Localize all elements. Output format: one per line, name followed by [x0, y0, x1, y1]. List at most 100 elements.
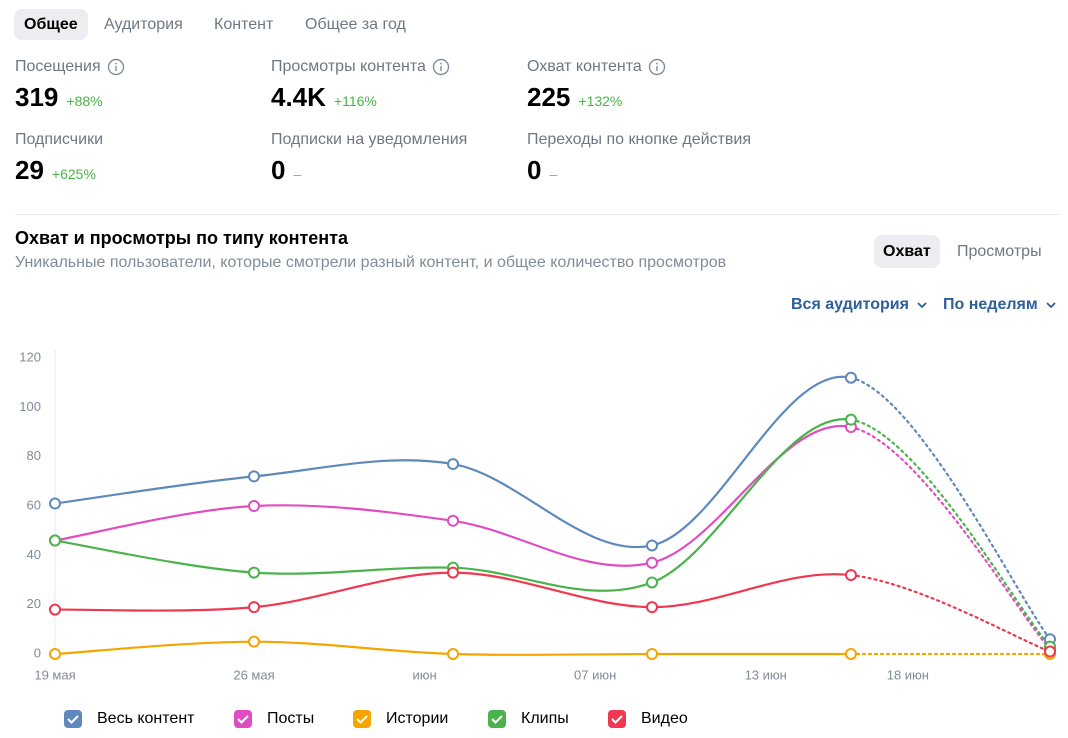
data-point	[1044, 645, 1056, 658]
x-tick-label: 19 мая	[34, 667, 75, 682]
tab[interactable]: Общее	[14, 9, 88, 40]
data-point	[248, 635, 260, 648]
x-tick-label: июн	[412, 667, 436, 682]
stat-label: Подписки на уведомления	[271, 131, 467, 149]
stat-change: –	[293, 166, 302, 182]
data-point	[248, 500, 260, 512]
toggle-option[interactable]: Просмотры	[957, 243, 1042, 260]
y-tick-label: 0	[34, 645, 41, 660]
legend-label: Видео	[641, 710, 688, 727]
divider	[15, 214, 1059, 215]
stat-number: 225	[527, 82, 571, 112]
series-line-dotted	[849, 418, 1052, 648]
section-subtitle: Уникальные пользователи, которые смотрел…	[15, 254, 727, 271]
stat: Переходы по кнопке действия 0–	[527, 131, 751, 186]
stat-value: 0–	[271, 155, 467, 186]
x-tick-label: 18 июн	[887, 667, 929, 682]
stat-label: Подписчики	[15, 131, 103, 149]
legend-checkbox[interactable]	[233, 709, 253, 729]
toggle-option[interactable]: Охват	[874, 235, 940, 268]
stat-label: Переходы по кнопке действия	[527, 131, 751, 149]
series-line	[54, 375, 852, 549]
stat-label-text: Подписчики	[15, 131, 104, 148]
data-point	[49, 497, 61, 510]
data-point	[646, 539, 658, 552]
stat-label: Посещения	[15, 58, 125, 76]
legend-item[interactable]: Клипы	[487, 709, 569, 729]
stat: Охват контента 225 +132%	[527, 58, 666, 113]
series-line-dotted	[849, 376, 1052, 641]
data-point	[845, 648, 857, 660]
stat: Посещения 319 +88%	[15, 58, 125, 113]
legend-checkbox[interactable]	[487, 709, 507, 729]
legend-item[interactable]: Видео	[607, 709, 688, 729]
info-icon[interactable]	[648, 58, 666, 76]
stat-number: 4.4K	[271, 82, 326, 112]
stat-value: 319 +88%	[15, 82, 125, 113]
stat-label-text: Посещения	[15, 58, 101, 75]
stat-change: –	[549, 166, 558, 182]
data-point	[646, 601, 658, 614]
data-point	[447, 458, 459, 471]
stat-change: +625%	[51, 166, 96, 182]
stat-label: Охват контента	[527, 58, 666, 76]
tab[interactable]: Общее за год	[305, 16, 406, 33]
legend-label: Весь контент	[97, 710, 195, 727]
stat: Подписчики 29 +625%	[15, 131, 103, 186]
stat-number: 0	[527, 155, 542, 185]
stat-value: 29 +625%	[15, 155, 103, 186]
x-tick-label: 13 июн	[745, 667, 787, 682]
data-point	[49, 603, 61, 616]
data-point	[845, 413, 857, 426]
data-point	[447, 648, 459, 660]
stat-label-text: Просмотры контента	[271, 58, 426, 75]
info-icon[interactable]	[432, 58, 450, 76]
tab[interactable]: Контент	[214, 16, 274, 33]
series-line-dotted	[849, 573, 1052, 653]
legend-checkbox[interactable]	[63, 709, 83, 729]
legend-item[interactable]: Весь контент	[63, 709, 194, 729]
legend-item[interactable]: Посты	[233, 709, 314, 729]
chevron	[917, 302, 927, 309]
series-line	[54, 424, 852, 567]
chart: 0 20 40 60 80 100 120 19 мая 26 мая июн 07 июн 13 и…	[19, 349, 1056, 682]
data-point	[248, 601, 260, 614]
section-title: Охват и просмотры по типу контента	[15, 228, 348, 248]
y-tick-label: 20	[27, 596, 41, 611]
data-point	[447, 514, 459, 527]
stat-value: 225 +132%	[527, 82, 666, 113]
tab[interactable]: Аудитория	[104, 16, 183, 33]
stat: Просмотры контента 4.4K +116%	[271, 58, 450, 113]
legend-checkbox[interactable]	[607, 709, 627, 729]
stat-number: 29	[15, 155, 44, 185]
info-icon[interactable]	[107, 58, 125, 76]
data-point	[248, 470, 260, 483]
data-point	[646, 556, 658, 569]
stat-label: Просмотры контента	[271, 58, 450, 76]
data-point	[646, 648, 658, 660]
data-point	[845, 569, 857, 582]
series-line	[54, 418, 852, 592]
stat-change: +132%	[578, 93, 623, 109]
legend-label: Посты	[267, 710, 315, 727]
stat-value: 0–	[527, 155, 751, 186]
legend-checkbox[interactable]	[352, 709, 372, 729]
data-point	[447, 566, 459, 579]
y-tick-label: 40	[27, 547, 41, 562]
data-point	[646, 576, 658, 589]
filter-dropdown[interactable]: Вся аудитория	[791, 296, 927, 314]
stat-label-text: Подписки на уведомления	[271, 131, 468, 148]
y-tick-label: 60	[27, 497, 41, 512]
y-tick-label: 100	[19, 399, 41, 414]
stat-label-text: Охват контента	[527, 58, 642, 75]
series-line-dotted	[849, 425, 1052, 651]
x-tick-label: 26 мая	[233, 667, 274, 682]
stat-value: 4.4K +116%	[271, 82, 450, 113]
filter-text: По неделям	[943, 296, 1038, 313]
data-point	[49, 534, 61, 547]
filter-dropdown[interactable]: По неделям	[943, 296, 1056, 314]
legend-item[interactable]: Истории	[352, 709, 448, 729]
stat-number: 319	[15, 82, 59, 112]
stat: Подписки на уведомления 0–	[271, 131, 467, 186]
